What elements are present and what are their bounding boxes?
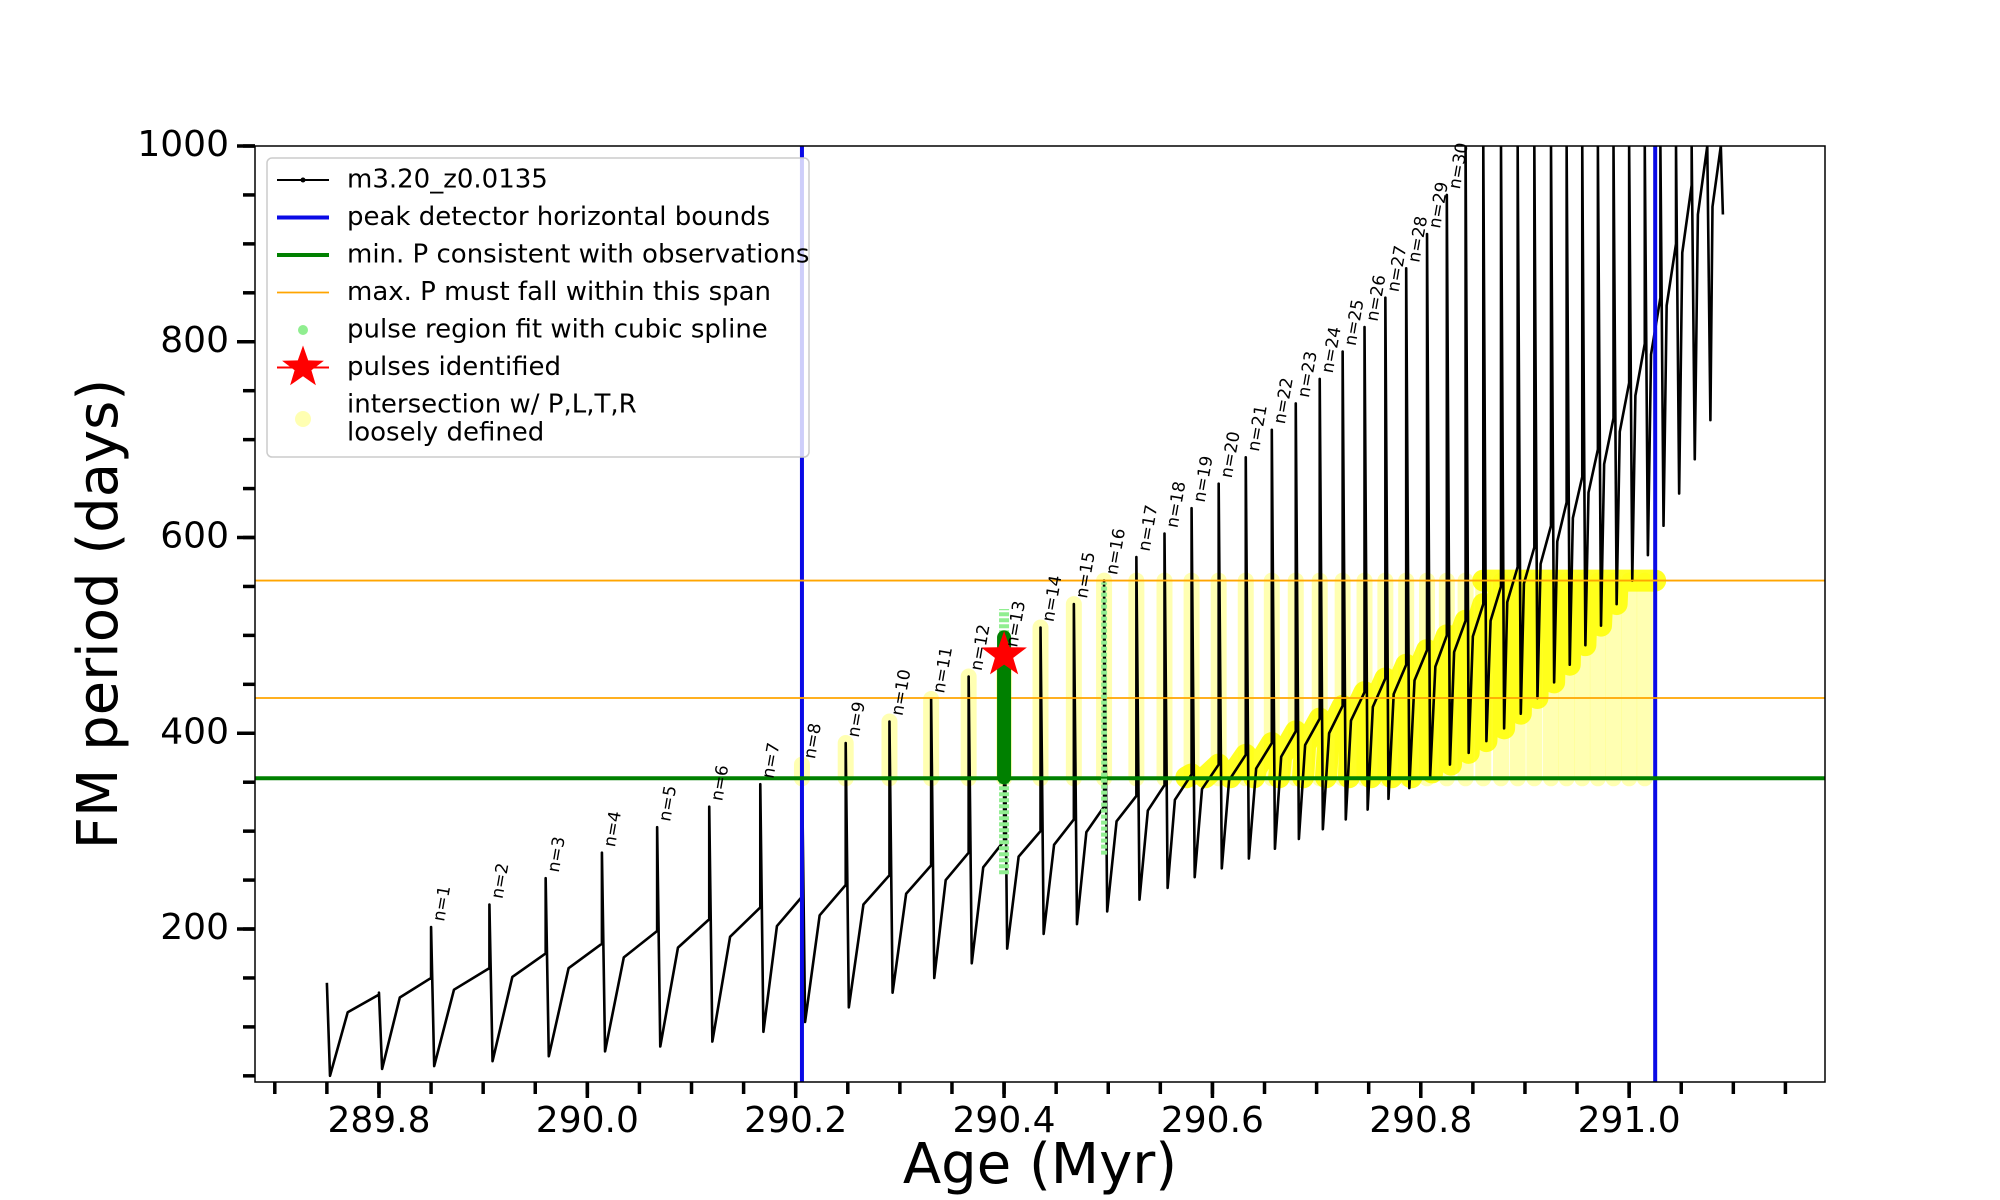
legend-label: max. P must fall within this span xyxy=(347,277,771,307)
legend-swatch xyxy=(298,325,308,335)
x-tick-label: 290.4 xyxy=(953,1100,1056,1141)
period-track xyxy=(325,146,1725,1078)
y-tick-label: 400 xyxy=(160,711,229,752)
axes-frame xyxy=(254,145,1826,1083)
x-tick-label: 291.0 xyxy=(1578,1100,1681,1141)
legend-label: pulses identified xyxy=(347,352,561,382)
x-tick-label: 289.8 xyxy=(327,1100,430,1141)
y-tick-label: 800 xyxy=(160,320,229,361)
x-tick-label: 290.2 xyxy=(744,1100,847,1141)
axes: 289.8 290.0 290.2 290.4 290.6 290.8 291.0 200 40… xyxy=(137,124,1826,1141)
legend-swatch xyxy=(282,345,324,386)
legend-swatch xyxy=(300,177,306,183)
x-tick-label: 290.0 xyxy=(536,1100,639,1141)
y-tick-label: 200 xyxy=(160,907,229,948)
x-tick-label: 290.6 xyxy=(1161,1100,1264,1141)
y-axis-label: FM period (days) xyxy=(66,379,131,849)
y-tick-label: 600 xyxy=(160,516,229,557)
x-axis-label: Age (Myr) xyxy=(903,1132,1177,1197)
y-tick-label: 1000 xyxy=(137,124,229,165)
plot-area xyxy=(255,146,1825,1082)
legend-label: min. P consistent with observations xyxy=(347,240,809,270)
pulse-star xyxy=(981,631,1027,675)
legend-box xyxy=(266,157,810,458)
legend-label: peak detector horizontal bounds xyxy=(347,202,770,232)
legend-swatch xyxy=(295,411,311,427)
legend-label: pulse region fit with cubic spline xyxy=(347,315,768,345)
legend-label: intersection w/ P,L,T,R xyxy=(347,390,637,420)
legend-label: loosely defined xyxy=(347,418,544,448)
legend-label: m3.20_z0.0135 xyxy=(347,165,548,195)
x-tick-label: 290.8 xyxy=(1369,1100,1472,1141)
